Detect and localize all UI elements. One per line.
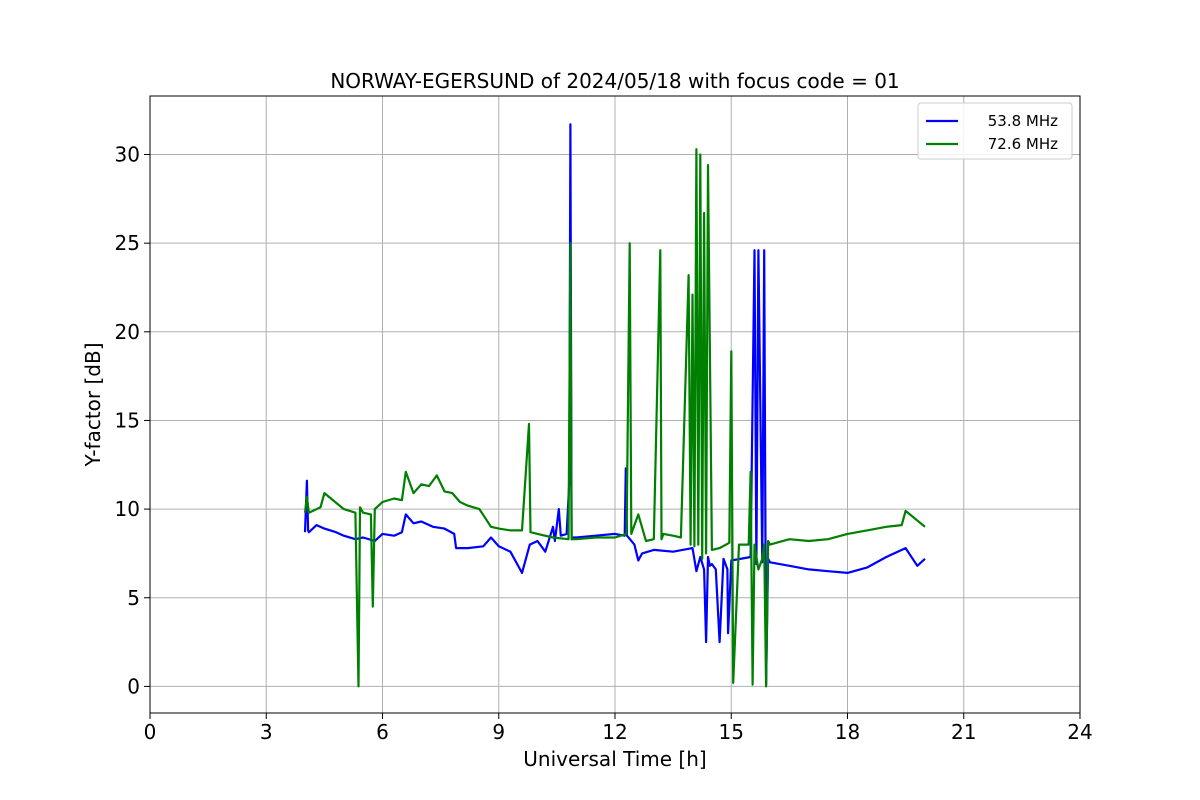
legend: 53.8 MHz 72.6 MHz xyxy=(917,102,1073,160)
x-axis-label: Universal Time [h] xyxy=(523,747,706,771)
chart-title: NORWAY-EGERSUND of 2024/05/18 with focus… xyxy=(330,69,899,93)
x-tick-label: 15 xyxy=(719,720,744,744)
x-tick-label: 18 xyxy=(835,720,860,744)
x-tick-label: 12 xyxy=(602,720,627,744)
ticks: 0 3 6 9 12 15 18 21 24 0 5 10 15 20 25 30 xyxy=(115,143,1093,744)
series-layer xyxy=(303,123,926,688)
legend-label-2: 72.6 MHz xyxy=(988,135,1058,153)
y-tick-label: 15 xyxy=(115,408,140,432)
y-tick-label: 10 xyxy=(115,497,140,521)
y-tick-label: 5 xyxy=(127,586,140,610)
y-tick-label: 30 xyxy=(115,143,140,167)
x-tick-label: 9 xyxy=(492,720,505,744)
series-line-1 xyxy=(303,123,926,686)
x-tick-label: 24 xyxy=(1067,720,1092,744)
legend-label-1: 53.8 MHz xyxy=(988,112,1058,130)
series-line-2 xyxy=(303,148,926,688)
y-tick-label: 20 xyxy=(115,320,140,344)
y-axis-label: Y-factor [dB] xyxy=(81,342,105,467)
x-tick-label: 3 xyxy=(260,720,273,744)
y-tick-label: 25 xyxy=(115,231,140,255)
x-tick-label: 0 xyxy=(144,720,157,744)
x-tick-label: 21 xyxy=(951,720,976,744)
y-tick-label: 0 xyxy=(127,674,140,698)
x-tick-label: 6 xyxy=(376,720,389,744)
